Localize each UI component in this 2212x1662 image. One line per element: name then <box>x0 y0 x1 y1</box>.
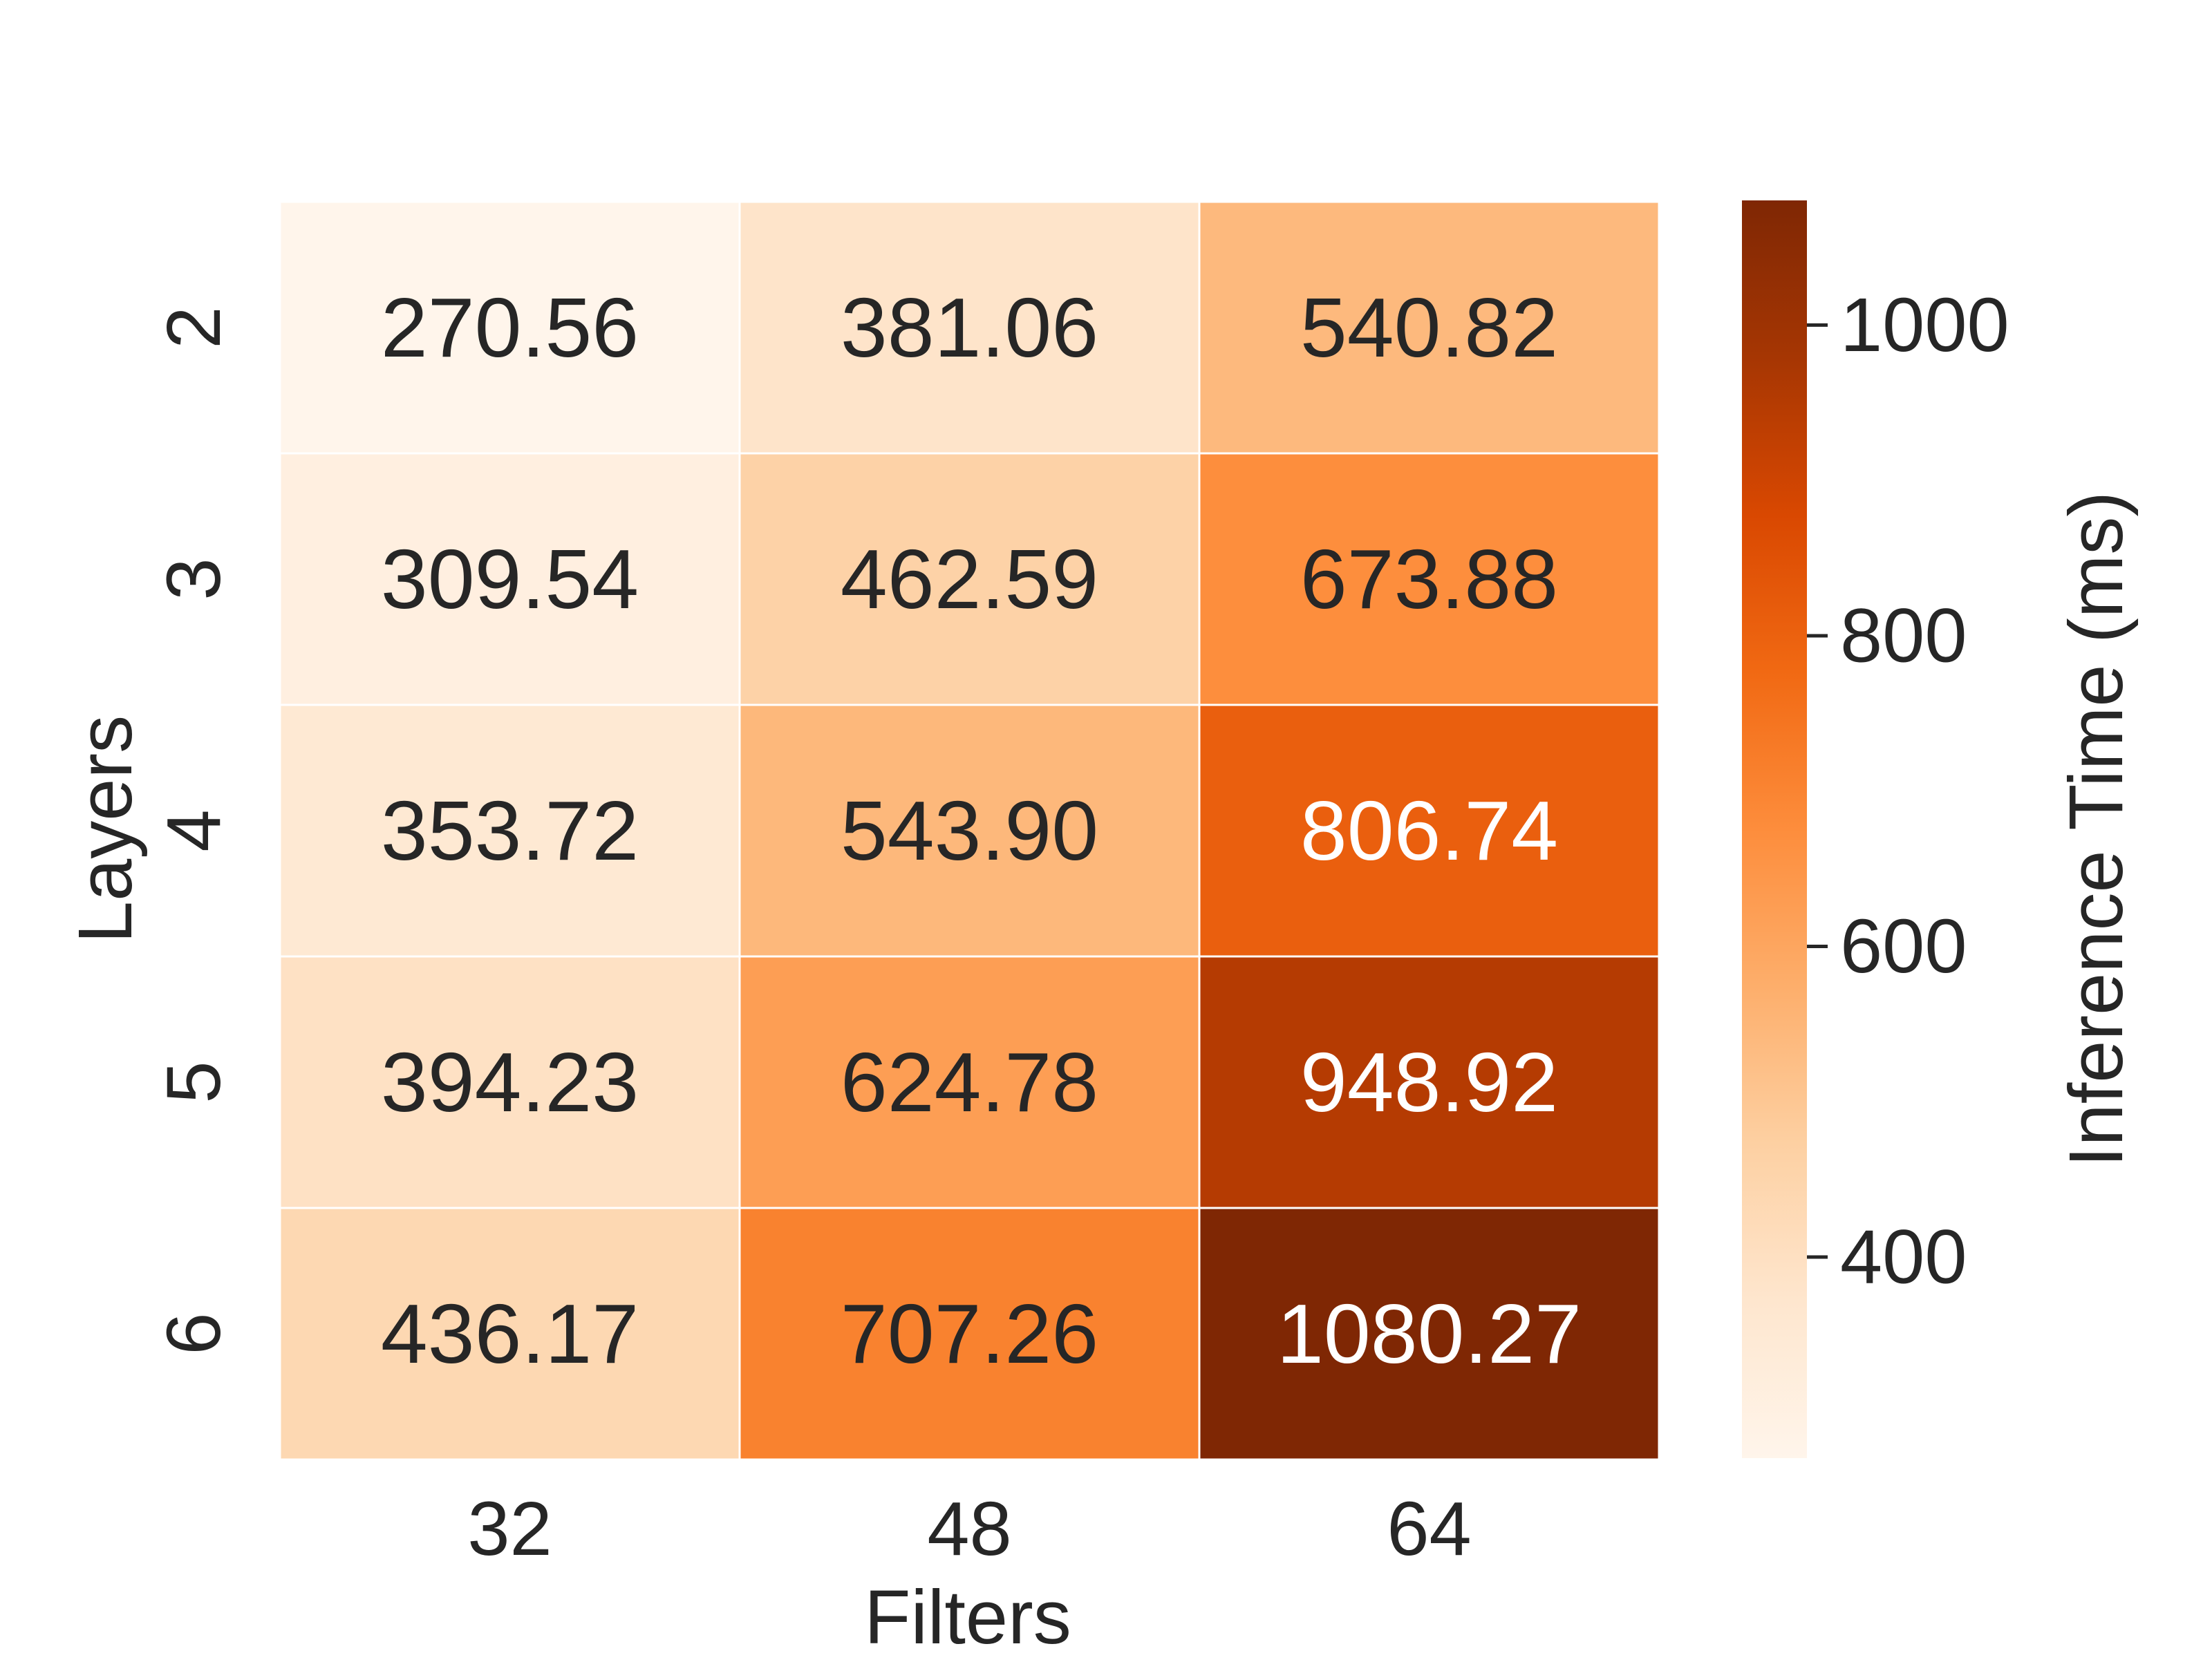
heatmap-cell <box>1198 955 1660 1209</box>
cell-value-label: 948.92 <box>1300 1035 1558 1129</box>
cell-value-label: 309.54 <box>381 532 639 626</box>
cell-value-label: 394.23 <box>381 1035 639 1129</box>
colorbar-tick-label: 400 <box>1840 1215 1967 1300</box>
heatmap-cell <box>279 452 741 706</box>
cell-value-label: 540.82 <box>1300 281 1558 375</box>
x-axis-label: Filters <box>864 1575 1071 1659</box>
heatmap-cell <box>738 1207 1201 1461</box>
heatmap-cell <box>738 200 1201 455</box>
colorbar-tick-label: 1000 <box>1840 283 2009 368</box>
heatmap-cell <box>279 955 741 1209</box>
y-axis-label: Layers <box>63 715 148 943</box>
x-tick-label: 64 <box>1387 1486 1471 1571</box>
cell-value-label: 462.59 <box>841 532 1098 626</box>
cell-value-label: 543.90 <box>841 784 1098 878</box>
x-tick-label: 32 <box>467 1486 552 1571</box>
colorbar-tick-label: 600 <box>1840 904 1967 989</box>
cells-layer: 270.56 381.06 540.82 309.54 462.59 673.88 353.… <box>279 200 1660 1461</box>
y-tick-label: 6 <box>151 1312 236 1354</box>
colorbar <box>1742 200 1807 1458</box>
y-tick-label: 4 <box>151 809 236 851</box>
heatmap-cell <box>1198 1207 1660 1461</box>
heatmap-cell <box>738 703 1201 958</box>
y-tick-labels: 2 3 4 5 6 <box>151 306 236 1354</box>
cell-value-label: 436.17 <box>381 1287 639 1381</box>
cell-value-label: 270.56 <box>381 281 639 375</box>
heatmap-cell <box>738 452 1201 706</box>
cell-value-label: 673.88 <box>1300 532 1558 626</box>
cell-value-label: 353.72 <box>381 784 639 878</box>
colorbar-tick-label: 800 <box>1840 593 1967 678</box>
heatmap-cell <box>1198 200 1660 455</box>
heatmap-cell <box>279 703 741 958</box>
cell-value-label: 624.78 <box>841 1035 1098 1129</box>
heatmap-cell <box>1198 452 1660 706</box>
cell-value-label: 381.06 <box>841 281 1098 375</box>
colorbar-ticks: 400 600 800 1000 <box>1807 283 2009 1300</box>
cell-value-label: 1080.27 <box>1277 1287 1582 1381</box>
x-tick-label: 48 <box>927 1486 1011 1571</box>
y-tick-label: 3 <box>151 558 236 600</box>
cell-value-label: 806.74 <box>1300 784 1558 878</box>
cell-value-label: 707.26 <box>841 1287 1098 1381</box>
colorbar-label: Inference Time (ms) <box>2054 491 2139 1167</box>
heatmap-cell <box>279 1207 741 1461</box>
heatmap-cell <box>279 200 741 455</box>
y-tick-label: 5 <box>151 1061 236 1103</box>
y-tick-label: 2 <box>151 306 236 348</box>
x-tick-labels: 32 48 64 <box>467 1486 1471 1571</box>
